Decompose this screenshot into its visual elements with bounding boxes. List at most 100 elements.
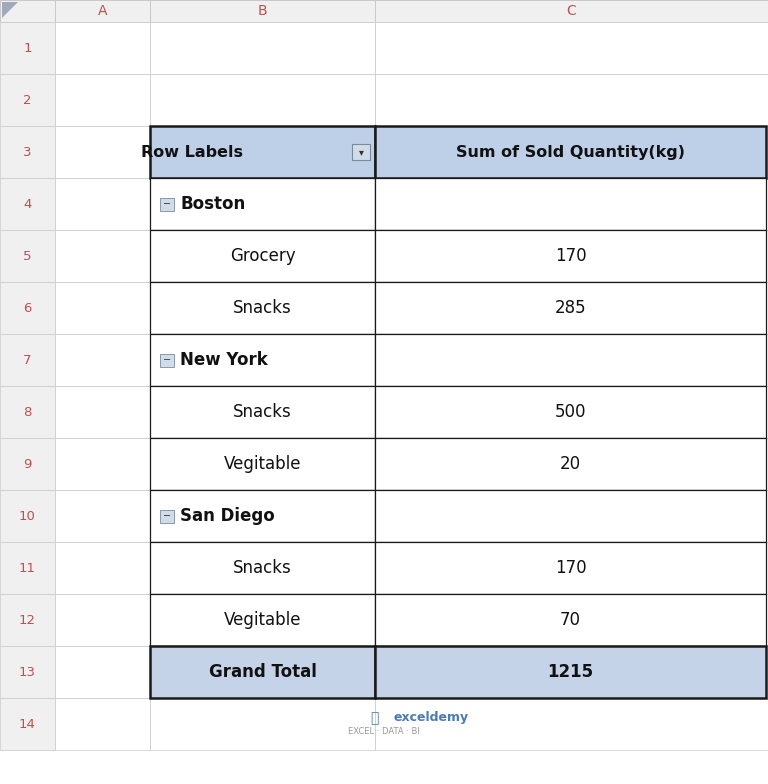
Bar — [150, 334, 375, 386]
Text: 285: 285 — [554, 299, 586, 317]
Bar — [150, 438, 375, 490]
Bar — [375, 282, 766, 334]
Bar — [150, 594, 375, 646]
Text: 14: 14 — [19, 717, 36, 731]
Bar — [150, 0, 375, 22]
Text: A: A — [98, 4, 108, 18]
Text: 3: 3 — [23, 146, 31, 158]
Bar — [375, 438, 768, 490]
Bar — [375, 646, 766, 698]
Text: −: − — [163, 199, 171, 209]
Bar — [150, 126, 375, 178]
Bar — [55, 230, 150, 282]
Bar — [375, 74, 768, 126]
Bar — [0, 334, 55, 386]
Text: Vegitable: Vegitable — [223, 611, 301, 629]
Text: 6: 6 — [23, 302, 31, 314]
Text: Grand Total: Grand Total — [209, 663, 316, 681]
Text: Snacks: Snacks — [233, 403, 292, 421]
Text: 500: 500 — [554, 403, 586, 421]
Bar — [160, 510, 174, 522]
Bar — [150, 646, 375, 698]
Bar — [375, 0, 768, 22]
Text: ▾: ▾ — [359, 147, 363, 157]
Text: 1: 1 — [23, 42, 31, 55]
Text: 5: 5 — [23, 249, 31, 263]
Bar — [375, 594, 766, 646]
Bar — [0, 282, 55, 334]
Bar — [375, 542, 768, 594]
Bar — [0, 178, 55, 230]
Text: C: C — [567, 4, 576, 18]
Text: New York: New York — [180, 351, 268, 369]
Text: Sum of Sold Quantity(kg): Sum of Sold Quantity(kg) — [456, 144, 685, 159]
Text: EXCEL · DATA · BI: EXCEL · DATA · BI — [348, 728, 420, 736]
Text: Row Labels: Row Labels — [141, 144, 243, 159]
Text: 11: 11 — [19, 561, 36, 575]
Bar — [150, 594, 375, 646]
Text: San Diego: San Diego — [180, 507, 275, 525]
Text: 170: 170 — [554, 559, 586, 577]
Bar — [55, 542, 150, 594]
Bar — [150, 282, 375, 334]
Bar — [150, 386, 375, 438]
Bar — [150, 178, 375, 230]
Bar — [150, 230, 375, 282]
Bar — [375, 698, 768, 750]
Bar — [150, 438, 375, 490]
Text: 7: 7 — [23, 354, 31, 366]
Text: 2: 2 — [23, 93, 31, 107]
Text: 70: 70 — [560, 611, 581, 629]
Text: 20: 20 — [560, 455, 581, 473]
Bar — [375, 334, 768, 386]
Bar — [150, 386, 375, 438]
Bar — [55, 438, 150, 490]
Bar — [375, 490, 768, 542]
Bar — [150, 334, 375, 386]
Bar — [352, 144, 370, 160]
Bar — [150, 74, 375, 126]
Bar — [150, 126, 375, 178]
Bar — [0, 126, 55, 178]
Bar — [150, 646, 375, 698]
Bar — [0, 490, 55, 542]
Bar — [375, 438, 766, 490]
Text: 4: 4 — [23, 198, 31, 210]
Bar — [0, 74, 55, 126]
Bar — [375, 386, 766, 438]
Polygon shape — [2, 2, 18, 18]
Bar — [375, 490, 766, 542]
Text: Boston: Boston — [180, 195, 245, 213]
Bar — [55, 646, 150, 698]
Bar — [55, 282, 150, 334]
Text: B: B — [258, 4, 267, 18]
Bar — [150, 282, 375, 334]
Text: 13: 13 — [19, 666, 36, 678]
Bar — [0, 0, 55, 22]
Bar — [375, 230, 768, 282]
Bar — [375, 22, 768, 74]
Text: −: − — [163, 511, 171, 521]
Bar — [160, 354, 174, 366]
Text: exceldemy: exceldemy — [394, 710, 469, 724]
Bar — [375, 126, 768, 178]
Text: −: − — [163, 355, 171, 365]
Bar — [150, 698, 375, 750]
Bar — [0, 646, 55, 698]
Bar — [55, 594, 150, 646]
Bar — [55, 490, 150, 542]
Bar — [375, 178, 766, 230]
Bar — [375, 542, 766, 594]
Bar — [55, 698, 150, 750]
Bar — [375, 178, 768, 230]
Text: Snacks: Snacks — [233, 299, 292, 317]
Text: Vegitable: Vegitable — [223, 455, 301, 473]
Bar — [375, 334, 766, 386]
Text: 170: 170 — [554, 247, 586, 265]
Text: 10: 10 — [19, 510, 36, 522]
Text: 12: 12 — [19, 614, 36, 626]
Bar — [375, 126, 766, 178]
Bar — [0, 542, 55, 594]
Text: Grocery: Grocery — [230, 247, 296, 265]
Text: 1215: 1215 — [548, 663, 594, 681]
